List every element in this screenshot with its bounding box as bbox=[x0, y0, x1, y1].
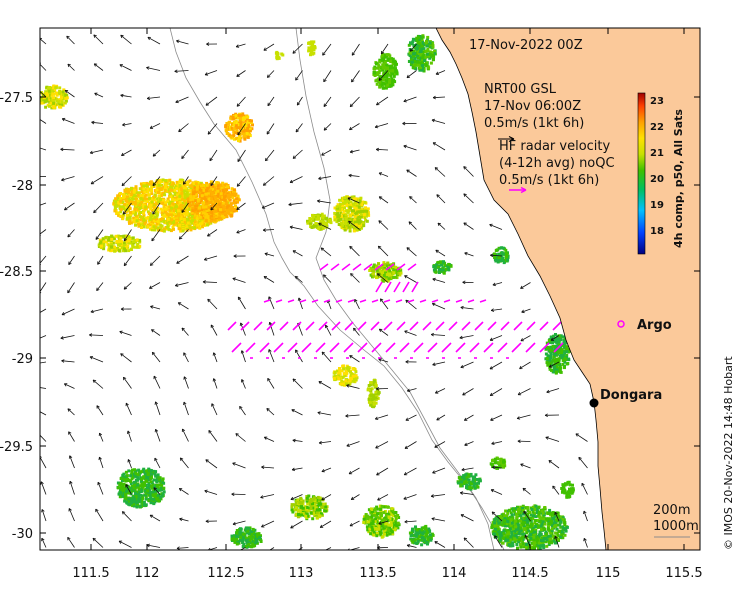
hf-legend-scale: 0.5m/s (1kt 6h) bbox=[499, 173, 599, 188]
y-tick-label: -29 bbox=[12, 352, 33, 367]
dongara-marker-icon bbox=[589, 398, 599, 408]
x-tick-label: 114.5 bbox=[511, 566, 548, 581]
x-tick-label: 113 bbox=[289, 566, 314, 581]
current-legend-model: NRT00 GSL bbox=[484, 82, 557, 97]
land bbox=[435, 28, 700, 550]
colorbar-tick-label: 18 bbox=[650, 226, 664, 237]
x-tick-label: 113.5 bbox=[359, 566, 396, 581]
colorbar-tick-label: 20 bbox=[650, 174, 664, 185]
colorbar-tick-label: 21 bbox=[650, 148, 664, 159]
colorbar-tick-label: 19 bbox=[650, 200, 664, 211]
bathymetry-200m-contour bbox=[169, 28, 505, 550]
dongara-label: Dongara bbox=[600, 388, 662, 403]
hf-legend-method: (4-12h avg) noQC bbox=[499, 156, 615, 171]
x-tick-label: 115 bbox=[596, 566, 621, 581]
axis-ticks bbox=[40, 28, 700, 550]
hf-legend-title: HF radar velocity bbox=[499, 139, 611, 154]
hf-radar-arrows bbox=[227, 263, 575, 359]
y-tick-label: -28.5 bbox=[0, 265, 33, 280]
x-tick-label: 112 bbox=[135, 566, 160, 581]
current-legend-scale: 0.5m/s (1kt 6h) bbox=[484, 116, 584, 131]
date-title: 17-Nov-2022 00Z bbox=[469, 38, 583, 53]
y-tick-label: -27.5 bbox=[0, 91, 33, 106]
colorbar bbox=[637, 92, 646, 255]
colorbar-title: 4h comp, p50, All Sats bbox=[672, 109, 685, 248]
y-tick-label: -28 bbox=[12, 179, 33, 194]
imos-credit: © IMOS 20-Nov-2022 14:48 Hobart bbox=[722, 356, 735, 550]
contour-legend-200m: 200m bbox=[653, 503, 690, 518]
bathymetry-1000m-contour bbox=[295, 28, 495, 550]
sst-patches bbox=[40, 34, 575, 550]
current-scale-arrow-icon bbox=[498, 136, 515, 142]
y-tick-label: -29.5 bbox=[0, 440, 33, 455]
x-tick-label: 115.5 bbox=[665, 566, 702, 581]
argo-marker-icon bbox=[617, 320, 625, 328]
hf-scale-arrow-icon bbox=[509, 186, 527, 194]
colorbar-ticks: 23 22 21 20 19 18 bbox=[650, 96, 664, 237]
plot-frame bbox=[39, 27, 701, 551]
colorbar-tick-label: 22 bbox=[650, 122, 664, 133]
x-tick-label: 111.5 bbox=[72, 566, 109, 581]
argo-label: Argo bbox=[637, 318, 672, 333]
x-tick-label: 114 bbox=[442, 566, 467, 581]
current-legend-time: 17-Nov 06:00Z bbox=[484, 99, 581, 114]
x-tick-label: 112.5 bbox=[207, 566, 244, 581]
y-tick-label: -30 bbox=[12, 527, 33, 542]
contour-legend-1000m: 1000m bbox=[653, 519, 699, 534]
current-arrows bbox=[40, 34, 588, 550]
colorbar-tick-label: 23 bbox=[650, 96, 664, 107]
